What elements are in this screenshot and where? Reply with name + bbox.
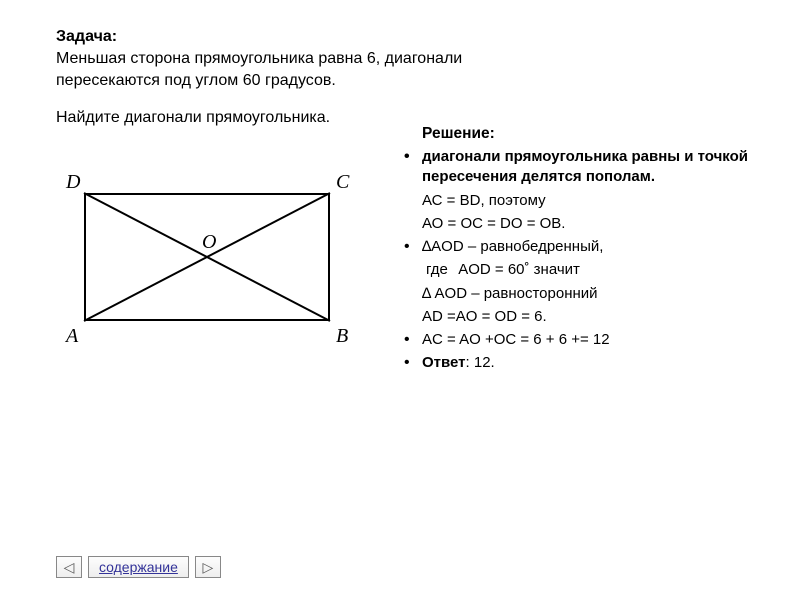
contents-link[interactable]: содержание [88, 556, 189, 578]
rectangle-diagram: A B C D O [56, 165, 356, 365]
problem-title: Задача: [56, 28, 756, 46]
solution-line: ∆ AOD – равносторонний [394, 284, 756, 304]
label-D: D [66, 171, 80, 194]
solution-line: АО = ОС = DO = OB. [394, 214, 756, 234]
solution-line: диагонали прямоугольника равны и точкой … [394, 147, 756, 188]
problem-line1: Меньшая сторона прямоугольника равна 6, … [56, 50, 462, 67]
problem-body: Меньшая сторона прямоугольника равна 6, … [56, 48, 756, 91]
solution-line: ∆AOD – равнобедренный, [394, 237, 756, 257]
label-O: O [202, 231, 216, 254]
solution-line: AD =AO = OD = 6. [394, 307, 756, 327]
solution-list: диагонали прямоугольника равны и точкой … [394, 147, 756, 374]
solution-line: AC = AO +OC = 6 + 6 += 12 [394, 330, 756, 350]
diagram-diagonals [84, 193, 330, 321]
solution-line: Ответ: 12. [394, 353, 756, 373]
solution-header: Решение: [422, 125, 756, 143]
prev-button[interactable]: ◁ [56, 556, 82, 578]
solution-line: где AOD = 60˚ значит [394, 260, 756, 280]
problem-line2: пересекаются под углом 60 градусов. [56, 72, 336, 89]
label-B: B [336, 325, 348, 348]
label-C: C [336, 171, 349, 194]
next-button[interactable]: ▷ [195, 556, 221, 578]
problem-block: Задача: Меньшая сторона прямоугольника р… [56, 28, 756, 127]
solution-block: Решение: диагонали прямоугольника равны … [386, 125, 756, 377]
label-A: A [66, 325, 78, 348]
nav-bar: ◁ содержание ▷ [56, 556, 221, 578]
solution-line: АС = ВD, поэтому [394, 191, 756, 211]
